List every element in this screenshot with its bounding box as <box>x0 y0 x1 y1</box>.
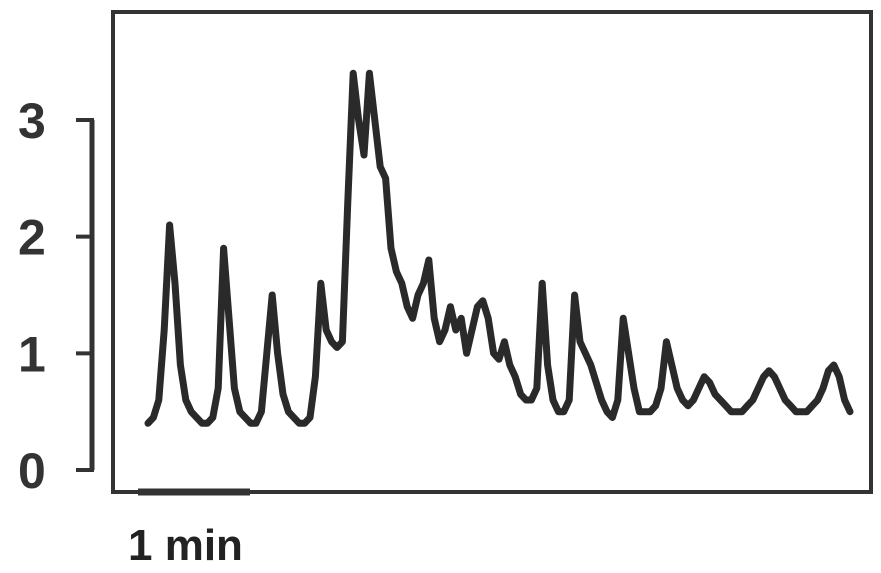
y-tick-label-2: 2 <box>18 210 46 266</box>
y-axis-tick-labels: 0 1 2 3 <box>18 93 46 499</box>
y-axis-ticks <box>76 118 94 472</box>
plot-frame <box>111 10 873 494</box>
series-line-trace <box>144 69 854 427</box>
y-tick-label-0: 0 <box>18 443 46 499</box>
y-tick-label-3: 3 <box>18 93 46 149</box>
y-tick-label-1: 1 <box>18 326 46 382</box>
scale-bar-label: 1 min <box>128 521 243 570</box>
